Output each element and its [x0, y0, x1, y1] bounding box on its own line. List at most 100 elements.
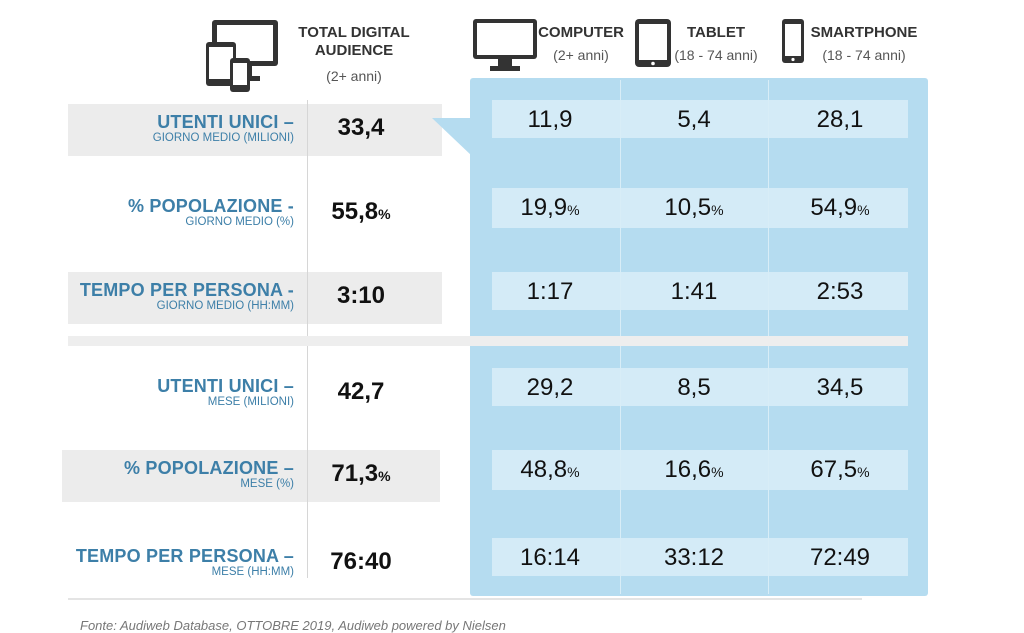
total-value-2: 55,8% [310, 198, 412, 226]
row-label-main: % POPOLAZIONE – [123, 458, 294, 478]
computer-value-text: 29,2 [526, 374, 574, 401]
smartphone-header-title: SMARTPHONE [810, 24, 918, 41]
smartphone-value-4: 34,5 [770, 374, 910, 402]
percent-sign: % [378, 468, 391, 484]
row-label-1: UTENTI UNICI – GIORNO MEDIO (MILIONI) [68, 104, 294, 156]
multi-device-icon [206, 20, 278, 92]
computer-value-2: 19,9% [480, 194, 620, 222]
computer-value-5: 48,8% [480, 456, 620, 484]
total-value-4: 42,7 [310, 378, 412, 406]
row-label-sub: GIORNO MEDIO (%) [185, 216, 294, 228]
row-bg-5 [62, 450, 440, 502]
smartphone-value-text: 34,5 [816, 374, 864, 401]
computer-value-text: 1:17 [526, 278, 574, 305]
percent-sign: % [711, 202, 724, 218]
total-header-title: TOTAL DIGITAL AUDIENCE [290, 24, 418, 60]
tablet-value-text: 5,4 [677, 106, 711, 133]
total-value-text: 33,4 [337, 114, 385, 141]
computer-value-text: 11,9 [527, 106, 573, 133]
tablet-value-6: 33:12 [624, 544, 764, 572]
smartphone-value-text: 67,5 [810, 456, 858, 483]
source-footer: Fonte: Audiweb Database, OTTOBRE 2019, A… [80, 618, 506, 633]
smartphone-icon [782, 19, 804, 63]
smartphone-value-text: 2:53 [816, 278, 864, 305]
row-label-sub: GIORNO MEDIO (MILIONI) [152, 132, 294, 144]
smartphone-value-6: 72:49 [770, 544, 910, 572]
row-label-main: UTENTI UNICI – [157, 376, 294, 396]
total-value-text: 42,7 [337, 378, 385, 405]
total-value-text: 55,8 [331, 198, 379, 225]
footer-line [68, 598, 862, 600]
smartphone-value-text: 54,9 [810, 194, 858, 221]
percent-sign: % [378, 206, 391, 222]
tablet-value-5: 16,6% [624, 456, 764, 484]
row-label-3: TEMPO PER PERSONA - GIORNO MEDIO (HH:MM) [68, 272, 294, 324]
tablet-value-3: 1:41 [624, 278, 764, 306]
smartphone-value-text: 28,1 [816, 106, 864, 133]
computer-value-3: 1:17 [480, 278, 620, 306]
total-header-sub: (2+ anni) [326, 68, 382, 84]
total-value-text: 71,3 [331, 460, 379, 487]
percent-sign: % [567, 464, 580, 480]
tablet-value-text: 33:12 [663, 544, 725, 571]
row-label-sub: MESE (MILIONI) [207, 396, 294, 408]
smartphone-value-text: 72:49 [809, 544, 871, 571]
total-value-1: 33,4 [310, 114, 412, 142]
tablet-value-2: 10,5% [624, 194, 764, 222]
total-value-5: 71,3% [310, 460, 412, 488]
computer-value-4: 29,2 [480, 374, 620, 402]
computer-value-text: 19,9 [520, 194, 568, 221]
tablet-value-text: 16,6 [664, 456, 712, 483]
row-label-2: % POPOLAZIONE - GIORNO MEDIO (%) [68, 188, 294, 240]
row-label-4: UTENTI UNICI – MESE (MILIONI) [68, 368, 294, 420]
section-divider [68, 336, 908, 346]
total-header-line1: TOTAL DIGITAL [298, 24, 410, 41]
percent-sign: % [857, 464, 870, 480]
computer-header-title: COMPUTER [538, 24, 624, 41]
panel-pointer [432, 118, 472, 156]
row-label-main: % POPOLAZIONE - [127, 196, 294, 216]
row-label-sub: GIORNO MEDIO (HH:MM) [156, 300, 294, 312]
smartphone-value-2: 54,9% [770, 194, 910, 222]
total-value-6: 76:40 [310, 548, 412, 576]
row-label-main: TEMPO PER PERSONA - [79, 280, 294, 300]
row-label-6: TEMPO PER PERSONA – MESE (HH:MM) [68, 538, 294, 590]
percent-sign: % [711, 464, 724, 480]
total-value-3: 3:10 [310, 282, 412, 310]
row-label-main: UTENTI UNICI – [157, 112, 294, 132]
total-value-text: 3:10 [336, 282, 386, 309]
computer-header-sub: (2+ anni) [553, 47, 609, 63]
cell-band-3 [492, 272, 908, 310]
cell-band-2 [492, 188, 908, 228]
smartphone-header-sub: (18 - 74 anni) [822, 47, 906, 63]
tablet-value-1: 5,4 [624, 106, 764, 134]
total-header-line2: AUDIENCE [314, 42, 394, 59]
row-label-sub: MESE (%) [240, 478, 294, 490]
row-bg-3 [68, 272, 442, 324]
percent-sign: % [567, 202, 580, 218]
cell-band-1 [492, 100, 908, 138]
tablet-value-text: 8,5 [677, 374, 711, 401]
row-label-main: TEMPO PER PERSONA – [75, 546, 294, 566]
cell-band-4 [492, 368, 908, 406]
computer-monitor-icon [473, 19, 537, 71]
total-value-text: 76:40 [330, 548, 392, 575]
tablet-value-text: 10,5 [664, 194, 712, 221]
smartphone-value-1: 28,1 [770, 106, 910, 134]
row-label-5: % POPOLAZIONE – MESE (%) [68, 450, 294, 502]
row-label-sub: MESE (HH:MM) [211, 566, 294, 578]
tablet-icon [635, 19, 671, 67]
cell-band-6 [492, 538, 908, 576]
cell-band-5 [492, 450, 908, 490]
tablet-value-text: 1:41 [670, 278, 718, 305]
computer-value-6: 16:14 [480, 544, 620, 572]
computer-value-text: 48,8 [520, 456, 568, 483]
computer-value-text: 16:14 [519, 544, 581, 571]
percent-sign: % [857, 202, 870, 218]
row-bg-1 [68, 104, 442, 156]
computer-value-1: 11,9 [480, 106, 620, 134]
smartphone-value-3: 2:53 [770, 278, 910, 306]
smartphone-value-5: 67,5% [770, 456, 910, 484]
tablet-header-title: TABLET [686, 24, 746, 41]
tablet-header-sub: (18 - 74 anni) [674, 47, 758, 63]
